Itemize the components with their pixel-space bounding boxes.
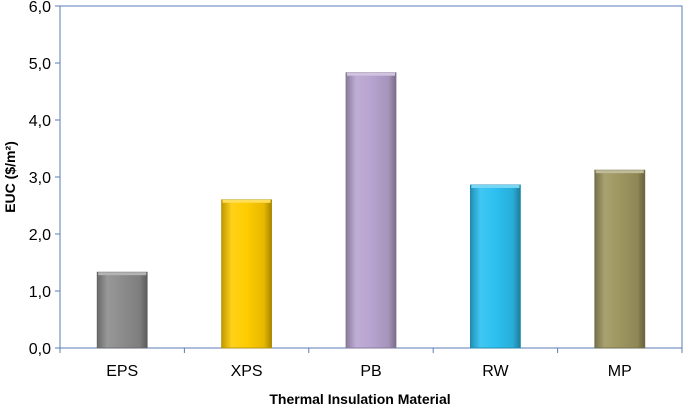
bar-top-highlight <box>595 170 644 174</box>
bar-eps <box>96 271 148 349</box>
bar-mp <box>594 169 646 349</box>
y-tick-label: 0,0 <box>29 341 51 358</box>
y-tick-label: 5,0 <box>29 56 51 73</box>
x-axis-ticks: EPS XPS PB RW MP <box>59 348 683 380</box>
x-tick-label: PB <box>360 363 381 380</box>
y-tick-label: 6,0 <box>29 0 51 16</box>
y-tick-label: 1,0 <box>29 284 51 301</box>
bar-top-highlight <box>222 199 271 203</box>
bar-top-highlight <box>471 184 520 188</box>
x-tick-label: EPS <box>106 363 138 380</box>
bars <box>96 72 646 349</box>
y-tick-label: 2,0 <box>29 227 51 244</box>
x-tick-label: RW <box>482 363 509 380</box>
x-tick-label: XPS <box>231 363 263 380</box>
y-axis-ticks: 0,0 1,0 2,0 3,0 4,0 5,0 6,0 <box>29 0 60 358</box>
bar-xps <box>221 199 273 349</box>
y-axis-title: EUC ($/m²) <box>2 141 18 213</box>
x-tick-label: MP <box>608 363 632 380</box>
bar-top-highlight <box>98 272 147 276</box>
y-tick-label: 4,0 <box>29 113 51 130</box>
bar-rw <box>469 184 521 349</box>
bar-top-highlight <box>347 72 395 76</box>
bar-pb <box>345 72 397 349</box>
y-tick-label: 3,0 <box>29 170 51 187</box>
x-axis-title: Thermal Insulation Material <box>269 391 450 407</box>
